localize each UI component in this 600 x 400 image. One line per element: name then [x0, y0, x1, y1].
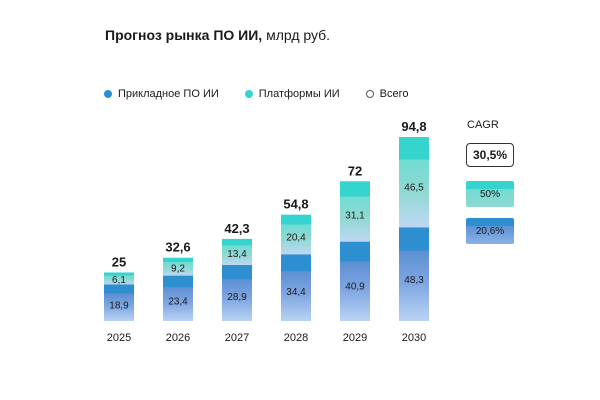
cagr-title: CAGR — [467, 119, 499, 131]
x-tick-2027: 2027 — [225, 332, 249, 344]
value-label-platforms-2026: 9,2 — [171, 264, 185, 275]
x-tick-2028: 2028 — [284, 332, 308, 344]
legend-platforms-marker — [244, 90, 253, 98]
cagr-total-badge: 30,5% — [466, 143, 514, 167]
chart-title: Прогноз рынка ПО ИИ, млрд руб. — [105, 27, 330, 43]
x-tick-2030: 2030 — [402, 332, 426, 344]
value-label-platforms-2027: 13,4 — [227, 249, 247, 260]
legend-total-label: Всего — [379, 88, 409, 100]
bar-applied-2027 — [222, 264, 252, 321]
x-tick-2026: 2026 — [166, 332, 190, 344]
total-label-2029: 72 — [348, 163, 362, 178]
value-label-platforms-2030: 46,5 — [404, 183, 424, 194]
bar-platforms-2029 — [340, 181, 370, 242]
total-label-2027: 42,3 — [224, 221, 249, 236]
legend-applied-marker — [104, 90, 112, 98]
total-label-2026: 32,6 — [165, 240, 190, 255]
bar-platforms-2026 — [163, 257, 193, 276]
legend-item-total: Всего — [365, 88, 409, 100]
value-label-applied-2026: 23,4 — [168, 297, 188, 308]
chart-legend: Прикладное ПО ИИ Платформы ИИ Всего — [104, 88, 408, 100]
bar-platforms-2027 — [222, 238, 252, 265]
bar-applied-2028 — [281, 254, 311, 321]
x-tick-2029: 2029 — [343, 332, 367, 344]
value-label-applied-2028: 34,4 — [286, 287, 306, 298]
bar-applied-2026 — [163, 275, 193, 321]
value-label-platforms-2025: 6,1 — [112, 275, 126, 286]
legend-platforms-label: Платформы ИИ — [258, 88, 340, 100]
cagr-applied-badge: 20,6% — [466, 218, 514, 244]
value-label-applied-2029: 40,9 — [345, 281, 365, 292]
value-label-applied-2030: 48,3 — [404, 275, 424, 286]
cagr-platforms-badge: 50% — [466, 181, 514, 207]
value-label-platforms-2029: 31,1 — [345, 210, 365, 221]
bar-applied-2030 — [399, 227, 429, 321]
value-label-applied-2025: 18,9 — [109, 300, 129, 311]
chart-title-main: Прогноз рынка ПО ИИ, — [105, 27, 263, 43]
bar-platforms-2028 — [281, 214, 311, 255]
legend-applied-label: Прикладное ПО ИИ — [118, 88, 219, 100]
x-tick-2025: 2025 — [107, 332, 131, 344]
bar-applied-2029 — [340, 241, 370, 321]
total-label-2030: 94,8 — [401, 119, 426, 134]
value-label-platforms-2028: 20,4 — [286, 232, 306, 243]
bar-platforms-2030 — [399, 137, 429, 228]
legend-item-platforms: Платформы ИИ — [244, 88, 340, 100]
legend-item-applied: Прикладное ПО ИИ — [104, 88, 219, 100]
value-label-applied-2027: 28,9 — [227, 292, 247, 303]
legend-total-marker — [365, 90, 374, 98]
chart-title-unit: млрд руб. — [266, 27, 331, 43]
total-label-2025: 25 — [112, 254, 126, 269]
bar-platforms-2025 — [104, 272, 134, 285]
total-label-2028: 54,8 — [283, 197, 308, 212]
bar-applied-2025 — [104, 284, 134, 321]
